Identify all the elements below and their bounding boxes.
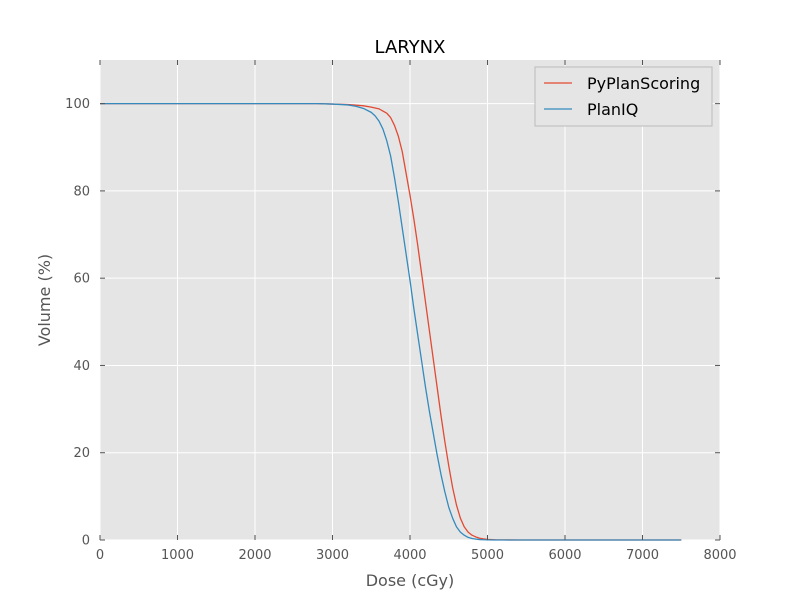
x-tick-label: 8000	[703, 548, 736, 563]
y-tick-label: 20	[73, 446, 90, 461]
x-tick-label: 5000	[471, 548, 504, 563]
y-tick-label: 80	[73, 184, 90, 199]
y-tick-label: 40	[73, 359, 90, 374]
y-tick-label: 0	[82, 534, 90, 549]
series-layer	[100, 102, 682, 541]
x-tick-label: 3000	[316, 548, 349, 563]
tick-labels: 0 1000 2000 3000 4000 5000 6000 7000 8000 0 20 40 60…	[65, 97, 736, 563]
legend-box	[534, 66, 713, 127]
x-tick-label: 1000	[161, 548, 194, 563]
x-tick-label: 7000	[626, 548, 659, 563]
legend: PyPlanScoring PlanIQ	[534, 66, 713, 127]
series-line-planiq	[100, 102, 682, 541]
x-tick-label: 0	[96, 548, 104, 563]
x-tick-label: 4000	[393, 548, 426, 563]
y-tick-label: 100	[65, 97, 90, 112]
legend-label-planiq: PlanIQ	[587, 100, 638, 119]
x-tick-label: 6000	[548, 548, 581, 563]
y-axis-label: Volume (%)	[35, 254, 54, 346]
y-tick-label: 60	[73, 272, 90, 287]
legend-label-pyplanscoring: PyPlanScoring	[587, 74, 700, 93]
axis-ticks	[99, 60, 721, 541]
x-tick-label: 2000	[238, 548, 271, 563]
chart-title: LARYNX	[375, 37, 446, 58]
x-axis-label: Dose (cGy)	[366, 571, 455, 590]
series-line-pyplanscoring	[100, 102, 682, 541]
